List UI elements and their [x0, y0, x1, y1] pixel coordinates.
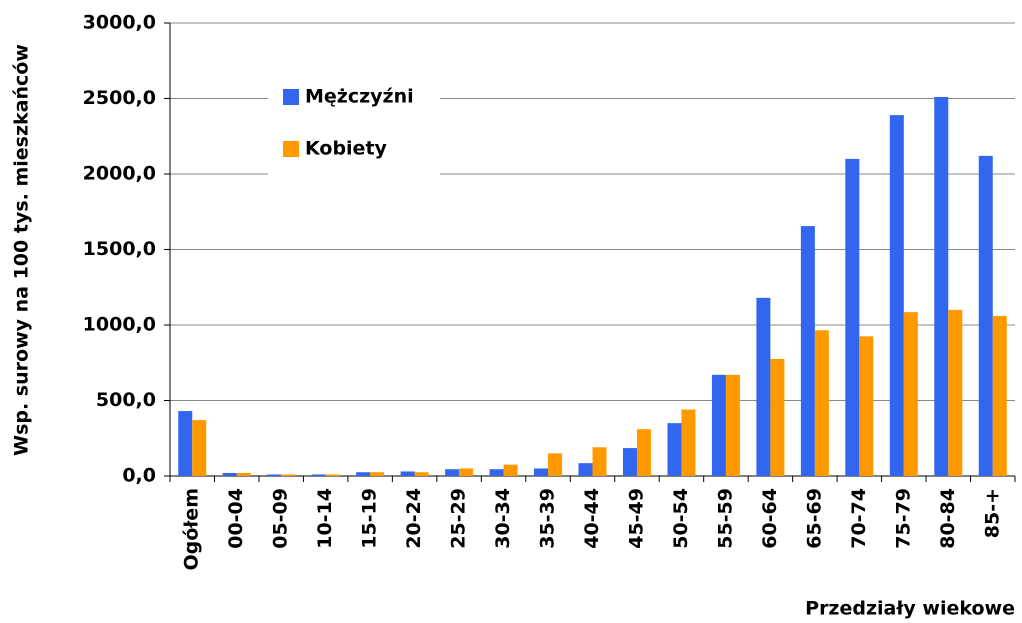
- bar: [681, 409, 696, 476]
- bar: [267, 474, 282, 476]
- bar: [622, 448, 637, 476]
- bar: [711, 374, 726, 476]
- bar: [356, 472, 371, 476]
- bar: [800, 226, 815, 476]
- bar: [636, 429, 651, 476]
- x-tick-label: Ogółem: [181, 488, 203, 571]
- bar: [845, 158, 860, 476]
- bar: [503, 464, 518, 476]
- y-tick-label: 2000,0: [83, 163, 156, 185]
- bar: [814, 330, 829, 476]
- bar: [667, 423, 682, 476]
- bar: [592, 447, 607, 476]
- bar: [903, 312, 918, 476]
- x-tick-label: 55-59: [714, 488, 736, 549]
- bar: [534, 468, 549, 476]
- x-tick-label: 20-24: [403, 488, 425, 549]
- x-tick-label: 25-29: [448, 488, 470, 549]
- x-tick-label: 85-+: [981, 488, 1003, 538]
- bar: [725, 374, 740, 476]
- bar: [325, 474, 340, 476]
- bar: [192, 420, 207, 476]
- x-tick-label: 10-14: [314, 488, 336, 549]
- bar: [548, 453, 563, 476]
- bar: [222, 472, 237, 476]
- bar: [281, 474, 296, 476]
- bar: [578, 463, 593, 476]
- x-tick-label: 45-49: [625, 488, 647, 549]
- bar: [948, 309, 963, 476]
- x-tick-label: 60-64: [759, 488, 781, 549]
- bar: [978, 155, 993, 476]
- y-axis-label: Wsp. surowy na 100 tys. mieszkańców: [11, 44, 33, 456]
- bar: [770, 358, 785, 476]
- bar: [178, 411, 193, 476]
- legend-swatch: [283, 141, 299, 157]
- bar: [370, 472, 385, 476]
- y-tick-label: 1000,0: [83, 314, 156, 336]
- x-tick-label: 80-84: [937, 488, 959, 549]
- x-tick-label: 15-19: [359, 488, 381, 549]
- y-tick-label: 1500,0: [83, 238, 156, 260]
- x-tick-label: 70-74: [848, 488, 870, 549]
- x-tick-label: 00-04: [225, 488, 247, 549]
- bar: [311, 474, 326, 476]
- bar: [236, 472, 251, 476]
- y-tick-label: 2500,0: [83, 87, 156, 109]
- x-tick-label: 75-79: [892, 488, 914, 549]
- legend-label: Kobiety: [305, 138, 388, 160]
- bar: [756, 297, 771, 476]
- y-tick-label: 500,0: [96, 389, 156, 411]
- bar: [414, 472, 429, 476]
- bar: [400, 471, 415, 476]
- legend-swatch: [283, 89, 299, 105]
- bar: [489, 469, 504, 476]
- legend-label: Mężczyźni: [305, 86, 414, 108]
- bar: [445, 469, 460, 476]
- bar: [459, 468, 474, 476]
- y-tick-label: 3000,0: [83, 12, 156, 34]
- bar: [889, 115, 904, 477]
- x-tick-label: 35-39: [537, 488, 559, 549]
- x-tick-label: 05-09: [270, 488, 292, 549]
- x-tick-label: 65-69: [803, 488, 825, 549]
- x-tick-label: 40-44: [581, 488, 603, 549]
- y-tick-label: 0,0: [122, 465, 156, 487]
- x-tick-label: 50-54: [670, 488, 692, 549]
- bar: [992, 315, 1007, 476]
- bar: [859, 336, 874, 476]
- x-tick-label: 30-34: [492, 488, 514, 549]
- bar: [934, 96, 949, 477]
- x-axis-label: Przedziały wiekowe: [805, 598, 1015, 620]
